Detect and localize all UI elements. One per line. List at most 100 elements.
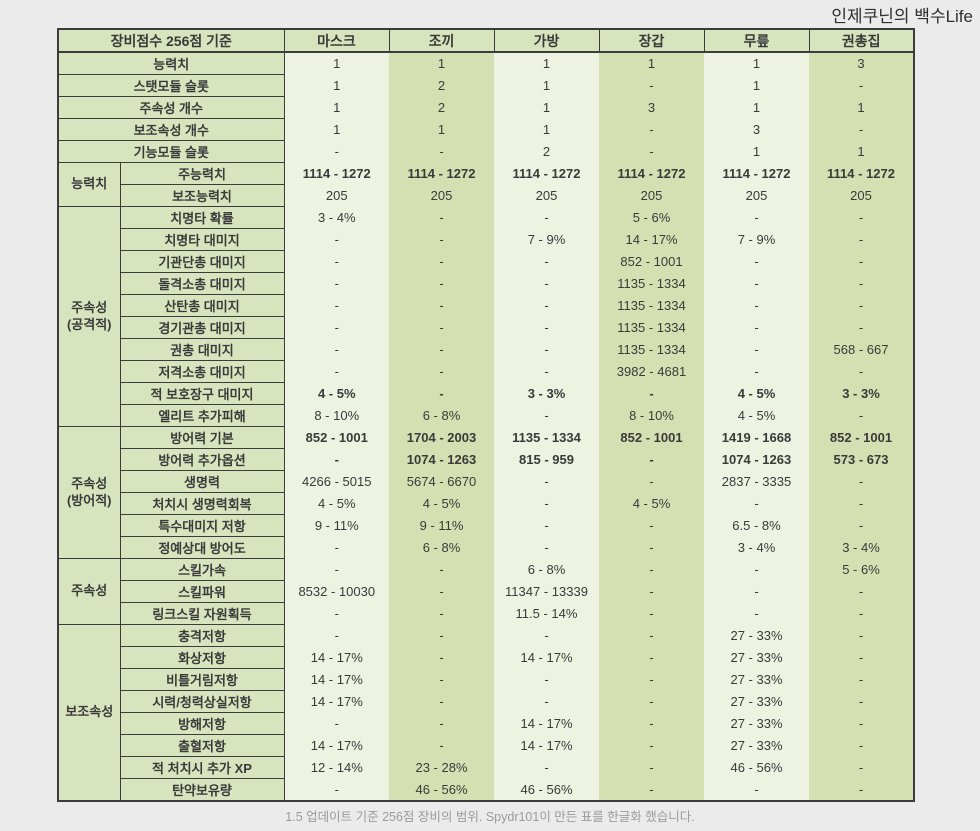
data-cell: 8532 - 10030	[284, 580, 389, 603]
row-label: 경기관총 대미지	[119, 316, 285, 339]
row-label: 화상저항	[119, 646, 285, 669]
data-cell: 205	[704, 184, 809, 207]
row-label: 주속성 개수	[57, 96, 285, 119]
data-cell: 1	[704, 96, 809, 119]
group-label-line: 주속성	[71, 476, 108, 492]
data-cell: 7 - 9%	[704, 228, 809, 251]
data-cell: -	[389, 250, 494, 273]
data-cell: 2837 - 3335	[704, 470, 809, 493]
data-cell: 2	[389, 96, 494, 119]
data-cell: 1	[494, 118, 599, 141]
data-cell: 4 - 5%	[284, 492, 389, 515]
table-row: 돌격소총 대미지 - - -1135 - 1334- -	[58, 272, 914, 295]
data-cell: -	[389, 624, 494, 647]
table-row: 시력/청력상실저항 14 - 17% - - -27 - 33% -	[58, 690, 914, 713]
table-row: 기능모듈 슬롯 - -2-1 1	[57, 140, 914, 163]
table-row: 엘리트 추가피해 8 - 10% 6 - 8% -8 - 10% 4 - 5% -	[58, 404, 914, 427]
data-cell: -	[284, 712, 389, 735]
data-cell: 815 - 959	[494, 448, 599, 471]
data-cell: -	[494, 470, 599, 493]
data-cell: 852 - 1001	[599, 426, 704, 449]
table-row: 화상저항 14 - 17% -14 - 17% -27 - 33% -	[58, 646, 914, 669]
data-cell: -	[599, 756, 704, 779]
row-label: 치명타 대미지	[119, 228, 285, 251]
row-label: 스킬가속	[119, 558, 285, 581]
row-label: 방어력 추가옵션	[119, 448, 285, 471]
data-cell: -	[809, 580, 914, 603]
data-cell: -	[704, 294, 809, 317]
data-cell: -	[494, 492, 599, 515]
row-label: 기능모듈 슬롯	[57, 140, 285, 163]
data-cell: -	[809, 734, 914, 757]
data-cell: -	[704, 558, 809, 581]
data-cell: -	[809, 228, 914, 251]
data-cell: -	[599, 712, 704, 735]
data-cell: -	[284, 316, 389, 339]
data-cell: -	[809, 668, 914, 691]
table-row: 처치시 생명력회복 4 - 5% 4 - 5% -4 - 5% - -	[58, 492, 914, 515]
data-cell: -	[599, 668, 704, 691]
data-cell: -	[389, 382, 494, 405]
data-cell: -	[809, 404, 914, 427]
data-cell: -	[599, 382, 704, 405]
data-cell: 5674 - 6670	[389, 470, 494, 493]
table-row: 보조능력치 205 205 205 205 205 205	[58, 184, 914, 207]
data-cell: -	[704, 250, 809, 273]
data-cell: 6 - 8%	[389, 536, 494, 559]
data-cell: -	[389, 272, 494, 295]
data-cell: 14 - 17%	[494, 734, 599, 757]
corner-header: 장비점수 256점 기준	[57, 28, 285, 53]
data-cell: 1114 - 1272	[704, 162, 809, 185]
table-row: 치명타 대미지 - -7 - 9% 14 - 17% 7 - 9% -	[58, 228, 914, 251]
data-cell: 1	[809, 140, 914, 163]
data-cell: 46 - 56%	[704, 756, 809, 779]
data-cell: -	[809, 602, 914, 625]
data-cell: 14 - 17%	[284, 734, 389, 757]
data-cell: 1	[599, 52, 704, 75]
table-row: 주속성 개수 1 2 1 3 1 1	[57, 96, 914, 119]
table-row: 주속성 (공격적) 치명타 확률 3 - 4% - -5 - 6% - -	[57, 206, 914, 427]
data-cell: 3 - 3%	[494, 382, 599, 405]
data-cell: -	[284, 536, 389, 559]
data-cell: 1114 - 1272	[389, 162, 494, 185]
group-label-line: (방어적)	[66, 492, 112, 508]
data-cell: -	[809, 624, 914, 647]
data-cell: 1114 - 1272	[494, 162, 599, 185]
data-cell: 4 - 5%	[704, 382, 809, 405]
column-header: 마스크	[283, 28, 390, 53]
data-cell: 1	[704, 140, 809, 163]
data-cell: -	[809, 690, 914, 713]
data-cell: -	[704, 778, 809, 801]
column-header: 조끼	[388, 28, 495, 53]
data-cell: -	[599, 602, 704, 625]
data-cell: 852 - 1001	[284, 426, 389, 449]
data-cell: 2	[389, 74, 494, 97]
data-cell: 1	[284, 96, 389, 119]
data-cell: 3 - 4%	[809, 536, 914, 559]
data-cell: -	[809, 646, 914, 669]
data-cell: 14 - 17%	[284, 646, 389, 669]
data-cell: -	[809, 360, 914, 383]
data-cell: -	[494, 316, 599, 339]
table-header: 장비점수 256점 기준 마스크 조끼 가방 장갑 무릎 권총집	[57, 28, 915, 53]
data-cell: 1	[809, 96, 914, 119]
data-cell: 8 - 10%	[599, 404, 704, 427]
data-cell: -	[809, 118, 914, 141]
data-cell: 27 - 33%	[704, 624, 809, 647]
data-cell: -	[704, 360, 809, 383]
data-cell: -	[809, 74, 914, 97]
data-cell: 1	[284, 52, 389, 75]
table-row: 능력치 주능력치 1114 - 1272 1114 - 1272 1114 - 1272…	[57, 162, 914, 207]
data-cell: 3 - 4%	[704, 536, 809, 559]
data-cell: 27 - 33%	[704, 712, 809, 735]
data-cell: 46 - 56%	[389, 778, 494, 801]
data-cell: 1	[704, 52, 809, 75]
data-cell: 1	[494, 52, 599, 75]
table-body: 능력치 1 1 1 1 1 3 스탯모듈 슬롯 1 2 1-1- 주속성 개수 1 2 1 3 1 1 보조속성 개…	[57, 51, 914, 802]
data-cell: 14 - 17%	[494, 646, 599, 669]
table-row: 주속성 스킬가속 - -6 - 8% - -5 - 6%	[57, 558, 914, 625]
data-cell: 4 - 5%	[389, 492, 494, 515]
header-row: 장비점수 256점 기준 마스크 조끼 가방 장갑 무릎 권총집	[57, 28, 915, 53]
row-label: 시력/청력상실저항	[119, 690, 285, 713]
table-row: 정예상대 방어도 -6 - 8% - -3 - 4% 3 - 4%	[58, 536, 914, 559]
